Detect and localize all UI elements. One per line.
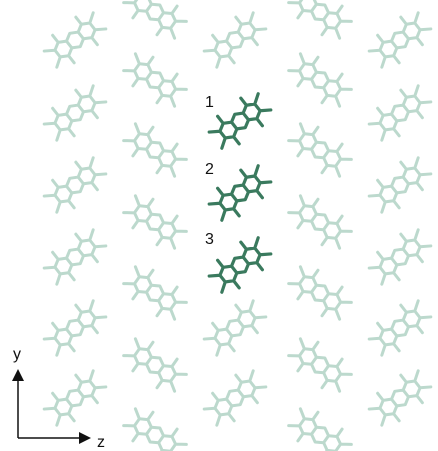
molecule <box>120 118 191 182</box>
molecule <box>365 152 436 218</box>
molecule <box>40 152 111 218</box>
molecule <box>200 7 271 73</box>
molecule-label: 1 <box>205 94 214 111</box>
molecule <box>120 261 191 325</box>
molecule-label: 3 <box>205 231 214 248</box>
molecule <box>365 7 436 73</box>
molecule <box>205 88 276 154</box>
molecule <box>285 190 356 254</box>
molecule <box>285 0 356 44</box>
axis-label: y <box>13 346 21 363</box>
molecule <box>40 365 111 431</box>
molecule <box>120 403 191 451</box>
molecule <box>40 295 111 361</box>
molecule <box>40 7 111 73</box>
molecule-label: 2 <box>205 161 214 178</box>
molecule <box>365 80 436 146</box>
molecule <box>200 365 271 431</box>
molecule <box>40 80 111 146</box>
molecule <box>365 224 436 290</box>
molecule <box>120 0 191 44</box>
molecule <box>365 365 436 431</box>
molecule <box>365 295 436 361</box>
molecule <box>285 403 356 451</box>
molecule <box>285 261 356 325</box>
molecule <box>120 333 191 397</box>
molecule <box>285 333 356 397</box>
molecule <box>285 48 356 112</box>
molecule <box>200 295 271 361</box>
molecule <box>205 160 276 226</box>
molecule <box>285 118 356 182</box>
molecule <box>40 224 111 290</box>
molecule <box>120 190 191 254</box>
molecule <box>205 232 276 298</box>
axis-label: z <box>97 434 105 451</box>
molecule <box>120 48 191 112</box>
molecules <box>40 0 436 451</box>
packing-figure: y z 1 2 3 <box>0 0 438 451</box>
